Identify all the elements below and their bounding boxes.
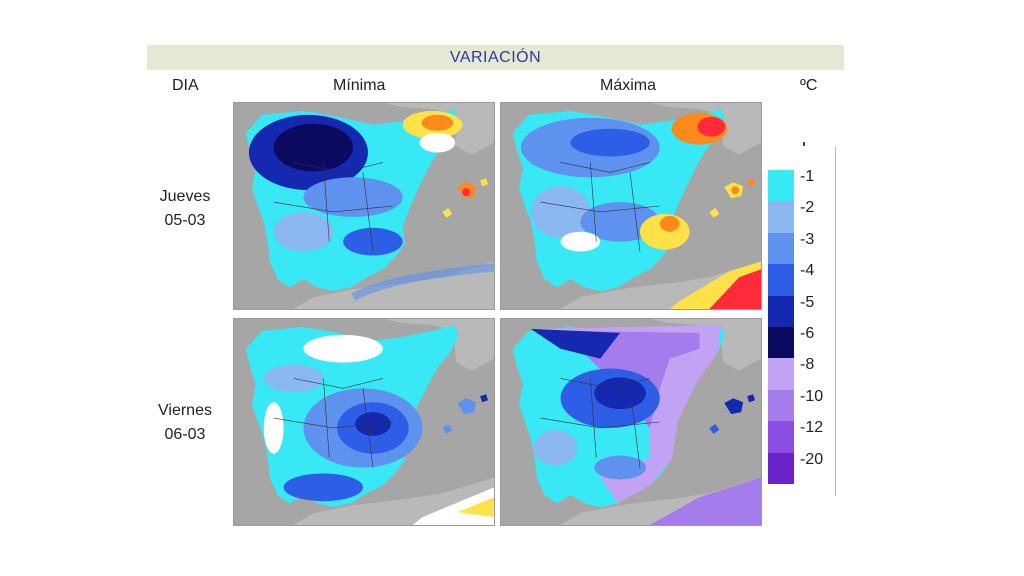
legend-tick-label: -8 — [800, 356, 815, 374]
legend-swatch — [768, 358, 794, 390]
legend-top-tick — [803, 142, 805, 146]
legend-swatch — [768, 295, 794, 327]
column-header-maximum: Máxima — [600, 77, 657, 94]
map-thursday-minimum — [233, 102, 495, 310]
legend-axis-line — [835, 146, 836, 496]
column-header-minimum: Mínima — [333, 77, 386, 94]
color-legend — [768, 170, 794, 484]
row-date: 05-03 — [164, 212, 206, 229]
legend-swatch — [768, 421, 794, 453]
legend-tick-label: -20 — [800, 450, 824, 468]
legend-swatch — [768, 452, 794, 484]
legend-tick-label: -10 — [800, 387, 824, 405]
legend-swatch — [768, 232, 794, 265]
row-date: 06-03 — [164, 426, 206, 443]
legend-swatch — [768, 201, 794, 233]
legend-swatch — [768, 170, 794, 202]
column-header-day: DIA — [172, 77, 199, 94]
legend-tick-label: -6 — [800, 325, 815, 342]
map-friday-maximum — [500, 318, 762, 526]
row-day: Jueves — [159, 188, 211, 205]
figure-title: VARIACIÓN — [147, 45, 844, 70]
legend-swatch — [768, 326, 794, 359]
cold-anomaly-core — [273, 123, 354, 172]
legend-tick-label: -1 — [800, 168, 815, 185]
legend-swatch — [768, 264, 794, 296]
legend-tick-label: -5 — [800, 293, 815, 311]
legend-tick-label: -2 — [800, 199, 815, 217]
map-thursday-maximum — [500, 102, 762, 310]
legend-tick-label: -12 — [800, 419, 824, 437]
map-friday-minimum — [233, 318, 495, 526]
legend-tick-label: -4 — [800, 262, 815, 280]
row-day: Viernes — [158, 402, 212, 419]
legend-tick-label: -3 — [800, 230, 815, 248]
unit-label: ºC — [800, 77, 818, 94]
row-label-friday: Viernes 06-03 — [140, 399, 230, 447]
legend-swatch — [768, 389, 794, 422]
row-label-thursday: Jueves 05-03 — [140, 185, 230, 233]
